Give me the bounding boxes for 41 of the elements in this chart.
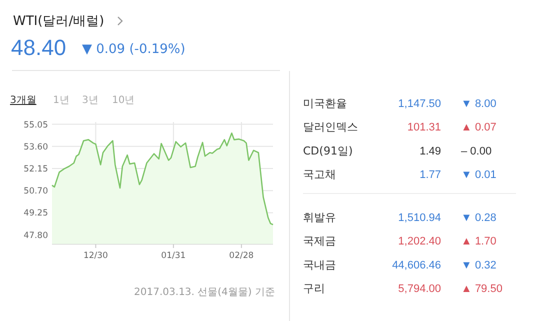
text: 10년 bbox=[112, 95, 135, 106]
category-label: 국내금 bbox=[303, 258, 336, 272]
text: 3개월 bbox=[10, 95, 36, 106]
data-label: 101.31 bbox=[407, 122, 441, 134]
y-tick-label: 47.80 bbox=[24, 230, 48, 241]
data-label: 1.49 bbox=[420, 145, 441, 158]
chart-subtitle: 48.40 bbox=[11, 35, 66, 60]
x-tick-label: 02/28 bbox=[229, 251, 254, 261]
y-tick-label: 55.05 bbox=[24, 120, 48, 130]
text: 2017.03.13. 선물(4월물) 기준 bbox=[134, 287, 275, 298]
category-label: 구리 bbox=[303, 282, 325, 296]
data-label: 1.77 bbox=[420, 169, 441, 182]
category-label: 미국환율 bbox=[303, 97, 347, 110]
chart-title: WTI(달러/배럴) bbox=[13, 14, 104, 29]
data-label: 1,510.94 bbox=[398, 212, 441, 224]
category-label: 국고채 bbox=[303, 168, 336, 182]
text: 1년 bbox=[53, 95, 70, 106]
y-tick-label: 50.70 bbox=[24, 186, 48, 197]
data-label: – 0.00 bbox=[461, 145, 492, 158]
data-label: ▼ 0.28 bbox=[461, 212, 496, 224]
x-tick-label: 01/31 bbox=[161, 251, 186, 261]
data-label: ▼ 8.00 bbox=[461, 98, 496, 110]
category-label: 국제금 bbox=[303, 234, 336, 248]
data-label: ▼ 0.01 bbox=[461, 169, 496, 182]
text: 3년 bbox=[82, 95, 98, 106]
data-label: ▲ 1.70 bbox=[461, 236, 496, 248]
x-tick-label: 12/30 bbox=[83, 251, 108, 261]
y-tick-label: 52.15 bbox=[24, 164, 48, 175]
category-label: 휘발유 bbox=[303, 211, 336, 224]
category-label: 달러인덱스 bbox=[303, 120, 358, 134]
data-label: 44,606.46 bbox=[392, 259, 441, 272]
data-label: ▲ 79.50 bbox=[461, 283, 502, 296]
data-label: 1,147.50 bbox=[398, 98, 441, 110]
data-label: ▼ 0.32 bbox=[461, 259, 496, 272]
y-tick-label: 49.25 bbox=[24, 208, 48, 219]
y-tick-label: 53.60 bbox=[24, 142, 48, 152]
data-label: ▲ 0.07 bbox=[461, 122, 496, 134]
category-label: CD(91일) bbox=[303, 144, 353, 158]
text: ▼ 0.09 (-0.19%) bbox=[82, 42, 186, 57]
data-label: 1,202.40 bbox=[398, 236, 441, 248]
data-label: 5,794.00 bbox=[398, 283, 441, 296]
